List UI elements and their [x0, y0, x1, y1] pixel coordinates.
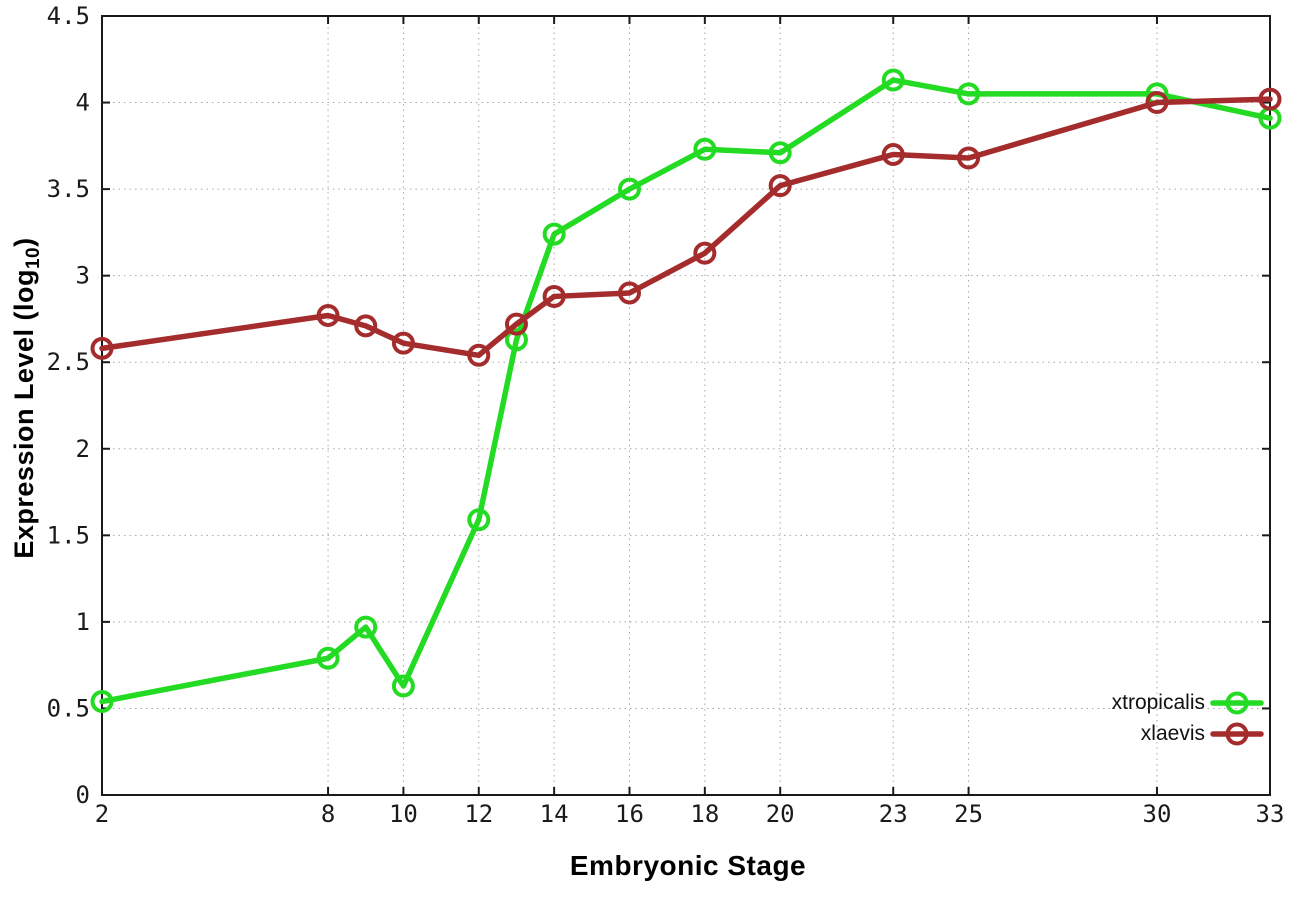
y-tick-label: 1 [76, 608, 90, 636]
data-point-xtropicalis [467, 508, 491, 532]
y-tick-label: 2.5 [47, 348, 90, 376]
x-tick-label: 18 [690, 800, 719, 828]
legend-label-xlaevis: xlaevis [1140, 722, 1205, 745]
y-tick-label: 0.5 [47, 694, 90, 722]
data-point-xtropicalis [617, 177, 641, 201]
x-tick-label: 30 [1143, 800, 1172, 828]
x-tick-label: 23 [879, 800, 908, 828]
data-point-xtropicalis [90, 690, 114, 714]
y-tick-label: 2 [76, 435, 90, 463]
data-point-xlaevis [768, 174, 792, 198]
data-point-xlaevis [881, 142, 905, 166]
data-point-xlaevis [693, 241, 717, 265]
x-tick-label: 20 [766, 800, 795, 828]
data-point-xlaevis [957, 146, 981, 170]
y-tick-label: 1.5 [47, 521, 90, 549]
data-point-xlaevis [1258, 87, 1282, 111]
data-point-xtropicalis [693, 137, 717, 161]
plot-border [101, 15, 1271, 796]
y-tick-label: 3.5 [47, 175, 90, 203]
x-tick-label: 25 [954, 800, 983, 828]
data-point-xlaevis [467, 343, 491, 367]
legend-marker-xlaevis [1225, 722, 1249, 746]
series-line-xtropicalis [99, 77, 1273, 705]
legend-item-xlaevis: xlaevis [1141, 718, 1205, 749]
x-tick-label: 33 [1256, 800, 1285, 828]
data-point-xtropicalis [316, 646, 340, 670]
y-axis-title-text: Expression Level (log [8, 269, 39, 559]
x-tick-label: 2 [95, 800, 109, 828]
data-point-xlaevis [504, 312, 528, 336]
data-point-xlaevis [354, 314, 378, 338]
legend: xtropicalis xlaevis [1112, 687, 1205, 749]
x-tick-label: 12 [464, 800, 493, 828]
data-point-xtropicalis [542, 222, 566, 246]
y-axis-title-close: ) [8, 237, 39, 247]
y-tick-label: 0 [76, 781, 90, 809]
data-point-xtropicalis [957, 82, 981, 106]
data-point-xtropicalis [881, 68, 905, 92]
legend-label-xtropicalis: xtropicalis [1111, 691, 1205, 714]
x-axis-title: Embryonic Stage [569, 850, 807, 881]
x-tick-label: 8 [321, 800, 335, 828]
data-point-xlaevis [1145, 91, 1169, 115]
data-point-xlaevis [90, 336, 114, 360]
data-point-xlaevis [316, 303, 340, 327]
data-point-xtropicalis [354, 615, 378, 639]
x-tick-label: 14 [540, 800, 569, 828]
legend-marker-xtropicalis [1225, 691, 1249, 715]
y-tick-label: 3 [76, 262, 90, 290]
x-tick-label: 10 [389, 800, 418, 828]
y-tick-label: 4 [76, 89, 90, 117]
x-tick-label: 16 [615, 800, 644, 828]
y-axis-title: Expression Level (log10) [9, 237, 45, 558]
series-line-xlaevis [99, 96, 1273, 359]
legend-item-xtropicalis: xtropicalis [1112, 687, 1205, 718]
data-point-xtropicalis [504, 328, 528, 352]
data-point-xtropicalis [768, 141, 792, 165]
y-axis-title-subscript: 10 [23, 246, 45, 270]
y-tick-label: 4.5 [47, 2, 90, 30]
data-point-xlaevis [391, 331, 415, 355]
data-point-xlaevis [617, 281, 641, 305]
data-point-xlaevis [542, 284, 566, 308]
data-point-xtropicalis [391, 674, 415, 698]
